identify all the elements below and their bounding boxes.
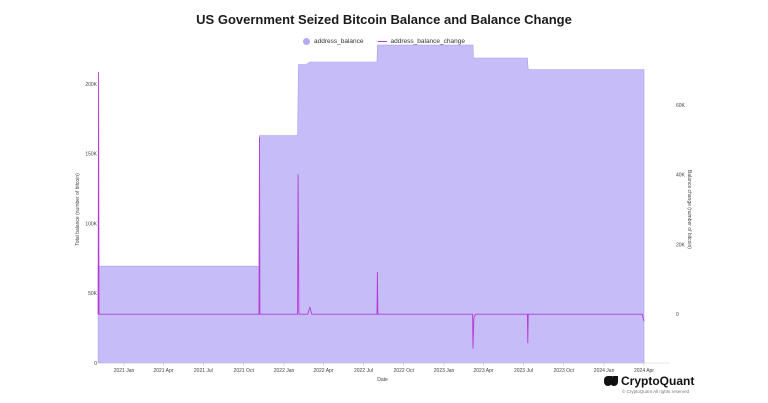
- x-tick-label: 2023 Apr: [474, 368, 494, 374]
- x-tick-label: 2024 Apr: [634, 368, 654, 374]
- brand-logo: CryptoQuant: [604, 374, 694, 388]
- y-left-tick-label: 150K: [85, 152, 97, 158]
- legend-label-balance-change: address_balance_change: [390, 38, 465, 45]
- x-tick-label: 2023 Oct: [554, 368, 575, 374]
- copyright-text: © CryptoQuant All rights reserved: [622, 389, 690, 394]
- series-line-address-balance-change: [97, 71, 645, 349]
- x-tick-label: 2021 Apr: [153, 368, 173, 374]
- legend: address_balance address_balance_change: [0, 38, 768, 45]
- brand-name: CryptoQuant: [621, 374, 695, 388]
- y-left-tick-label: 100K: [85, 221, 97, 227]
- x-tick-label: 2022 Apr: [313, 368, 333, 374]
- legend-label-balance: address_balance: [314, 38, 364, 45]
- x-tick-label: 2021 Jan: [114, 368, 135, 374]
- legend-item-balance[interactable]: address_balance: [303, 38, 364, 45]
- cryptoquant-logo-icon: [604, 376, 618, 386]
- y-left-tick-label: 200K: [85, 82, 97, 88]
- x-tick-label: 2024 Jan: [594, 368, 615, 374]
- y-left-tick-label: 50K: [88, 291, 98, 297]
- y-left-tick-label: 0: [94, 361, 97, 367]
- y-right-tick-label: 40K: [676, 173, 686, 179]
- x-tick-label: 2021 Oct: [234, 368, 255, 374]
- legend-swatch-balance-change: [377, 40, 387, 43]
- y-left-axis-title: Total balance (number of bitcoin): [75, 173, 81, 246]
- y-right-tick-label: 60K: [676, 103, 686, 109]
- series-area-address-balance: [97, 44, 645, 364]
- y-right-axis-title: Balance change (number of bitcoin): [686, 170, 692, 249]
- y-right-tick-label: 20K: [676, 242, 686, 248]
- x-axis-title: Date: [377, 377, 388, 383]
- x-tick-label: 2022 Jul: [354, 368, 373, 374]
- x-tick-label: 2022 Jan: [274, 368, 295, 374]
- legend-item-balance-change[interactable]: address_balance_change: [377, 38, 465, 45]
- y-right-tick-label: 0: [676, 312, 679, 318]
- x-tick-label: 2023 Jul: [514, 368, 533, 374]
- x-tick-label: 2023 Jan: [434, 368, 455, 374]
- x-tick-label: 2021 Jul: [194, 368, 213, 374]
- chart-title: US Government Seized Bitcoin Balance and…: [196, 12, 572, 27]
- x-tick-label: 2022 Oct: [394, 368, 415, 374]
- legend-swatch-balance: [303, 38, 311, 45]
